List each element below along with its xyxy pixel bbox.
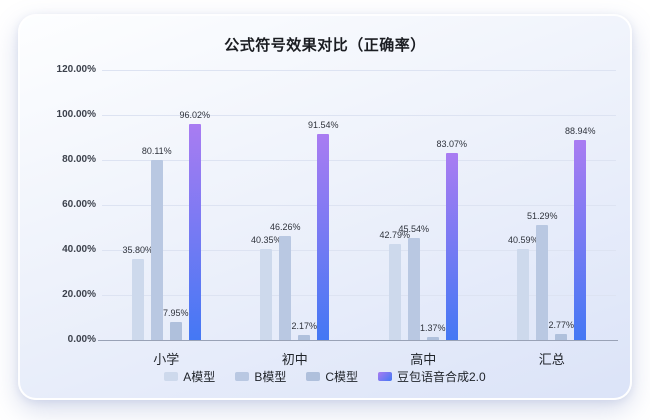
bar-B模型[interactable] xyxy=(279,235,292,340)
bars-row: 40.35% 46.26% 2.17% 91.54% xyxy=(231,70,360,340)
x-axis-category-label: 汇总 xyxy=(538,352,565,367)
legend-swatch xyxy=(378,372,392,381)
x-axis-category-label: 高中 xyxy=(410,352,437,367)
bar-slot: 42.79% xyxy=(379,70,410,340)
bar-豆包语音合成2.0[interactable] xyxy=(574,139,587,340)
bar-slot: 35.80% xyxy=(122,70,153,340)
bar-group-2: 40.35% 46.26% 2.17% 91.54% 初中 xyxy=(231,70,360,367)
bar-group-1: 35.80% 80.11% 7.95% 96.02% 小学 xyxy=(102,70,231,367)
chart-card: 公式符号效果对比（正确率） 120.00% 100.00% 80.00% 60.00%… xyxy=(18,14,632,400)
x-axis-category-label: 初中 xyxy=(281,352,308,367)
bar-A模型[interactable] xyxy=(388,243,401,340)
bar-group-3: 42.79% 45.54% 1.37% 83.07% 高中 xyxy=(359,70,488,367)
legend-label: C模型 xyxy=(325,370,358,384)
legend-item-C模型[interactable]: C模型 xyxy=(306,368,358,385)
bars-row: 42.79% 45.54% 1.37% 83.07% xyxy=(359,70,488,340)
bar-豆包语音合成2.0[interactable] xyxy=(317,134,330,340)
bar-value-label: 7.95% xyxy=(162,308,189,319)
legend-label: B模型 xyxy=(254,370,287,384)
x-axis-category-label: 小学 xyxy=(153,352,180,367)
legend-label: A模型 xyxy=(183,370,216,384)
bar-slot: 2.17% xyxy=(291,70,317,340)
x-axis-line xyxy=(98,340,618,341)
bar-value-label: 40.59% xyxy=(507,234,539,245)
bar-value-label: 42.79% xyxy=(379,229,411,240)
bar-value-label: 1.37% xyxy=(419,322,446,333)
grid-line xyxy=(102,160,616,161)
bar-value-label: 46.26% xyxy=(269,221,301,232)
bar-value-label: 2.77% xyxy=(548,319,575,330)
y-axis-tick-label: 80.00% xyxy=(62,154,96,165)
bar-豆包语音合成2.0[interactable] xyxy=(445,153,458,340)
bar-value-label: 35.80% xyxy=(122,245,154,256)
bar-slot: 88.94% xyxy=(565,70,596,340)
legend-item-B模型[interactable]: B模型 xyxy=(235,368,286,385)
chart-title: 公式符号效果对比（正确率） xyxy=(224,37,426,54)
bar-value-label: 40.35% xyxy=(250,235,282,246)
legend-swatch xyxy=(306,372,321,381)
y-axis-tick-label: 60.00% xyxy=(62,199,96,210)
bar-slot: 96.02% xyxy=(179,70,210,340)
bar-A模型[interactable] xyxy=(517,248,530,340)
grid-line xyxy=(102,115,616,116)
bar-value-label: 45.54% xyxy=(398,223,430,234)
bar-slot: 40.35% xyxy=(251,70,282,340)
bars-row: 35.80% 80.11% 7.95% 96.02% xyxy=(102,70,231,340)
grid-line xyxy=(102,250,616,251)
y-axis-tick-label: 40.00% xyxy=(62,244,96,255)
bar-B模型[interactable] xyxy=(536,224,549,340)
bar-豆包语音合成2.0[interactable] xyxy=(188,123,201,340)
legend-swatch xyxy=(235,372,250,381)
bar-A模型[interactable] xyxy=(131,259,144,340)
bar-C模型[interactable] xyxy=(555,333,568,340)
bars-row: 40.59% 51.29% 2.77% 88.94% xyxy=(488,70,617,340)
y-axis-tick-label: 100.00% xyxy=(56,109,96,120)
grid-line xyxy=(102,295,616,296)
bar-C模型[interactable] xyxy=(298,335,311,340)
bar-C模型[interactable] xyxy=(426,336,439,340)
bar-B模型[interactable] xyxy=(150,159,163,340)
grid-line xyxy=(102,70,616,71)
bar-slot: 7.95% xyxy=(163,70,189,340)
bar-group-4: 40.59% 51.29% 2.77% 88.94% 汇总 xyxy=(488,70,617,367)
legend-item-豆包语音合成2.0[interactable]: 豆包语音合成2.0 xyxy=(378,368,486,385)
bar-slot: 91.54% xyxy=(308,70,339,340)
bar-slot: 80.11% xyxy=(142,70,172,340)
bar-value-label: 80.11% xyxy=(141,145,172,156)
bar-value-label: 2.17% xyxy=(291,321,318,332)
bar-C模型[interactable] xyxy=(169,322,182,340)
bar-A模型[interactable] xyxy=(260,249,273,340)
bar-value-label: 91.54% xyxy=(307,120,339,131)
legend-swatch xyxy=(164,372,179,381)
y-axis-tick-label: 20.00% xyxy=(62,289,96,300)
bar-slot: 51.29% xyxy=(527,70,558,340)
y-axis-tick-label: 120.00% xyxy=(56,64,96,75)
grid-line xyxy=(102,205,616,206)
bar-value-label: 88.94% xyxy=(564,125,596,136)
bar-slot: 46.26% xyxy=(270,70,301,340)
legend: A模型 B模型 C模型 豆包语音合成2.0 xyxy=(20,368,630,385)
bar-slot: 2.77% xyxy=(548,70,574,340)
plot-area: 35.80% 80.11% 7.95% 96.02% 小学 40.35% 46.26% 2.1… xyxy=(102,70,617,367)
bar-B模型[interactable] xyxy=(407,237,420,340)
bar-value-label: 83.07% xyxy=(436,139,468,150)
y-axis-tick-label: 0.00% xyxy=(67,334,96,345)
legend-label: 豆包语音合成2.0 xyxy=(397,370,486,384)
bar-value-label: 51.29% xyxy=(526,210,558,221)
bar-slot: 1.37% xyxy=(420,70,446,340)
bar-slot: 45.54% xyxy=(398,70,429,340)
bar-slot: 40.59% xyxy=(508,70,539,340)
bar-slot: 83.07% xyxy=(436,70,467,340)
bar-value-label: 96.02% xyxy=(179,109,211,120)
legend-item-A模型[interactable]: A模型 xyxy=(164,368,215,385)
